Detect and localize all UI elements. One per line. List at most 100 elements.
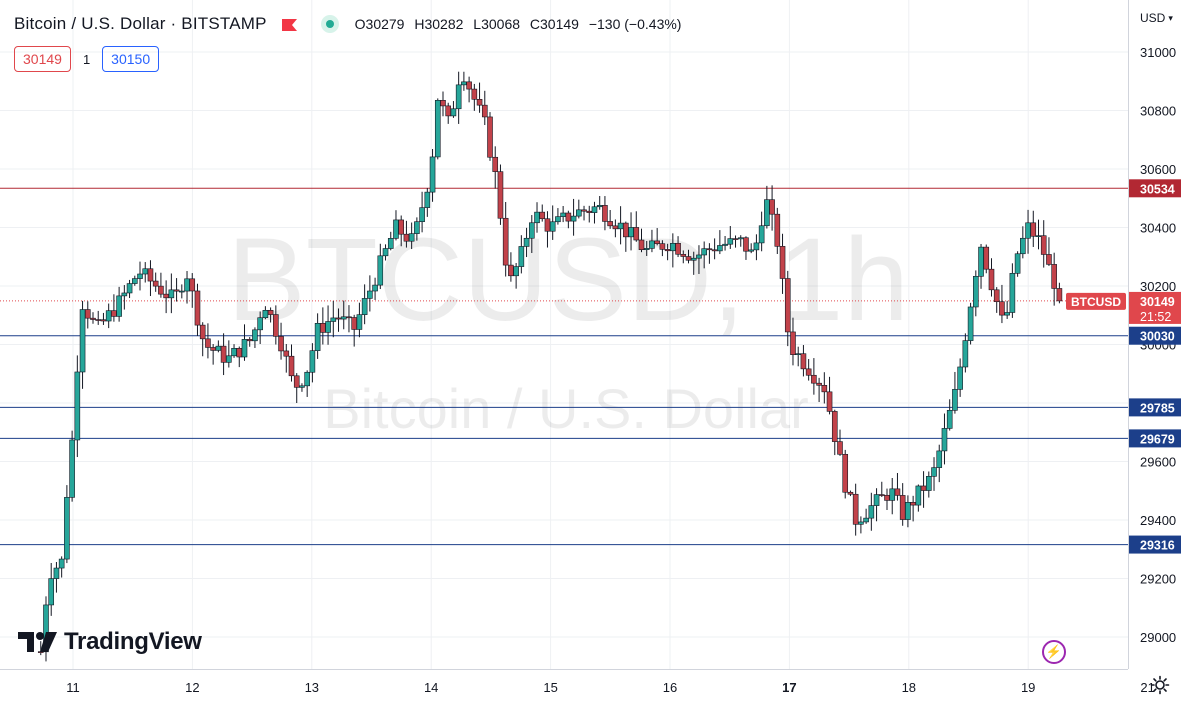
candle-body <box>670 242 676 252</box>
candle <box>142 262 149 283</box>
candle <box>790 317 796 366</box>
candle-body <box>544 218 551 232</box>
candle <box>288 344 295 382</box>
level-tag-29785 <box>1129 398 1181 417</box>
spread-value: 1 <box>82 51 91 67</box>
candle <box>116 286 122 322</box>
candle <box>863 508 869 524</box>
candle-body <box>90 317 96 320</box>
candle <box>471 83 478 111</box>
tradingview-logo[interactable]: TradingView <box>18 628 202 656</box>
flag-icon[interactable] <box>281 17 299 31</box>
candle-body <box>1040 235 1047 255</box>
candle <box>487 112 493 161</box>
time-tick-label: 21 <box>1140 680 1154 695</box>
candle-body <box>925 476 932 491</box>
candle-body <box>534 211 540 224</box>
candle <box>168 273 175 314</box>
candle <box>889 478 896 515</box>
candle <box>84 301 91 329</box>
candle <box>643 240 650 256</box>
candle <box>398 215 405 247</box>
candle-body <box>570 215 577 222</box>
sell-quote-button[interactable]: 30149 <box>14 46 71 72</box>
candle-body <box>894 488 901 496</box>
candle <box>179 284 185 299</box>
price-tick-label: 30200 <box>1140 279 1176 294</box>
candle-body <box>1030 222 1037 237</box>
candle-body <box>241 339 248 358</box>
buy-quote-button[interactable]: 30150 <box>102 46 160 72</box>
candle-body <box>299 385 305 388</box>
candle-body <box>79 309 86 373</box>
horizontal-levels[interactable] <box>0 187 1128 546</box>
market-status-dot-icon[interactable] <box>320 15 339 33</box>
candle-body <box>769 199 775 215</box>
currency-label: USD <box>1140 11 1166 25</box>
candle-body <box>905 502 911 520</box>
candle <box>278 322 284 360</box>
candle-body <box>257 317 263 331</box>
candle-body <box>320 322 326 333</box>
time-axis[interactable]: 11 12 13 14 15 16 17 18 19 21 <box>0 669 1181 703</box>
candle <box>910 495 916 522</box>
candle-body <box>993 289 1000 303</box>
candle-body <box>304 371 310 387</box>
candle-body <box>805 368 812 376</box>
symbol-title[interactable]: Bitcoin / U.S. Dollar · BITSTAMP <box>14 14 267 33</box>
candle-body <box>1020 237 1026 255</box>
lightning-icon[interactable]: ⚡ <box>1042 640 1066 664</box>
candle <box>591 201 598 224</box>
candle <box>1056 282 1063 304</box>
candle <box>273 305 279 345</box>
candle <box>952 371 958 414</box>
candle-body <box>340 316 347 320</box>
candle <box>993 287 1000 313</box>
candle <box>795 346 802 367</box>
candle-body <box>852 493 859 525</box>
candle <box>717 230 723 255</box>
candle-body <box>936 450 943 468</box>
candle-body <box>576 209 582 217</box>
candle-body <box>591 206 598 213</box>
candle-body <box>367 290 373 299</box>
candle-body <box>1056 288 1063 302</box>
gear-icon[interactable] <box>1150 675 1170 695</box>
candle <box>581 205 587 221</box>
candle <box>946 399 953 431</box>
candle-body <box>643 248 650 251</box>
time-tick-label: 16 <box>663 680 677 695</box>
candle <box>690 251 697 275</box>
low-value: L30068 <box>473 16 521 32</box>
candle-body <box>246 339 253 342</box>
candle-body <box>706 248 713 251</box>
candle-body <box>231 348 237 357</box>
candle <box>361 284 368 325</box>
candle-body <box>831 411 838 442</box>
price-axis[interactable]: 2900029200294002960029800300003020030400… <box>1128 0 1181 703</box>
candles <box>37 71 1063 662</box>
candle <box>873 488 880 522</box>
candle <box>753 234 760 261</box>
candle <box>100 312 107 325</box>
candle <box>194 283 201 337</box>
candle <box>837 429 843 456</box>
candle <box>387 231 394 251</box>
candle-body <box>267 309 274 315</box>
currency-selector[interactable]: USD ▾ <box>1140 11 1173 25</box>
candle-body <box>481 104 488 118</box>
candle-body <box>1046 254 1052 265</box>
candle <box>769 185 775 231</box>
candle-body <box>899 495 906 520</box>
candle-body <box>445 105 452 117</box>
candle <box>440 91 446 117</box>
candle-body <box>1025 222 1031 239</box>
candle-body <box>194 290 201 326</box>
candle-body <box>173 289 180 292</box>
time-tick-label: 17 <box>782 680 796 695</box>
price-tick-label: 29200 <box>1140 572 1176 587</box>
candle-body <box>121 292 128 297</box>
candle <box>126 279 133 299</box>
candle-body <box>962 340 969 368</box>
